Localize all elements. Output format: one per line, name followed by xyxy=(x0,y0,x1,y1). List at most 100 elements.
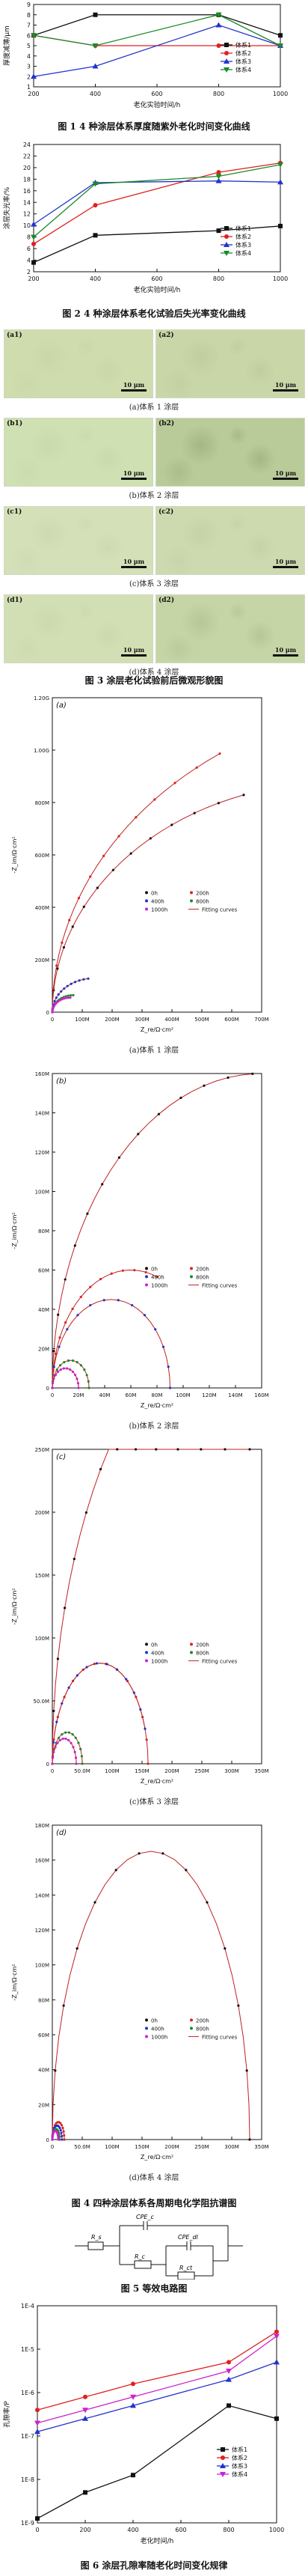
nyquist-subcaption: (b)体系 2 涂层 xyxy=(129,1422,179,1431)
impedance-point xyxy=(102,854,105,858)
impedance-point xyxy=(224,1947,227,1950)
data-point xyxy=(274,2359,280,2365)
impedance-point xyxy=(63,1361,66,1364)
x-tick-label: 600M xyxy=(224,1017,238,1023)
x-tick-label: 700M xyxy=(254,1017,268,1023)
impedance-point xyxy=(71,1307,74,1310)
y-tick-label: 40M xyxy=(38,1307,49,1313)
scale-bar-line xyxy=(121,389,147,392)
impedance-point xyxy=(89,1303,92,1307)
impedance-point xyxy=(114,1869,117,1872)
y-tick-label: 8 xyxy=(27,12,31,19)
legend-entry: 体系1 xyxy=(235,225,251,232)
impedance-point xyxy=(78,979,81,982)
x-tick-label: 400M xyxy=(164,1017,179,1023)
impedance-point xyxy=(58,1345,61,1348)
impedance-point xyxy=(81,1762,84,1765)
data-point xyxy=(216,170,221,175)
scale-bar: 10 μm xyxy=(121,646,147,657)
impedance-point xyxy=(67,1359,70,1362)
y-tick-label: 1E-7 xyxy=(21,2433,34,2440)
series-line xyxy=(37,2405,277,2519)
impedance-point xyxy=(70,993,73,997)
y-tick-label: 1.20G xyxy=(34,695,49,701)
y-tick-label: 20M xyxy=(38,2102,49,2108)
impedance-point xyxy=(69,1368,72,1371)
legend-marker xyxy=(190,1267,193,1270)
x-tick-label: 300M xyxy=(224,1768,238,1774)
micrograph-d1: (d1) 10 μm xyxy=(4,594,153,663)
y-tick-label: 22 xyxy=(23,153,31,159)
impedance-point xyxy=(74,1756,78,1759)
rct-label: R_ct xyxy=(179,2265,193,2271)
scale-bar-line xyxy=(121,566,147,568)
fig5-caption: 图 5 等效电路图 xyxy=(120,2283,188,2294)
x-tick-label: 400 xyxy=(127,2527,138,2533)
impedance-point xyxy=(67,1738,70,1742)
equivalent-circuit: R_s CPE_c R_c CPE_dl R_ct xyxy=(75,2214,243,2280)
impedance-point xyxy=(102,1299,105,1302)
data-point xyxy=(83,2394,87,2399)
impedance-point xyxy=(51,1756,55,1759)
micrograph-subcaption: (c)体系 3 涂层 xyxy=(129,580,179,588)
y-tick-label: 180M xyxy=(35,1823,49,1829)
nyquist-subcaption: (d)体系 4 涂层 xyxy=(129,2174,179,2182)
impedance-point xyxy=(139,1708,142,1711)
legend-entry: 400h xyxy=(151,1274,164,1280)
legend-marker xyxy=(224,58,230,64)
fig6-chart: 0 200 400 600 800 1000 1E-9 1E-8 1E-7 1E-6 1E-5 1E-… xyxy=(2,2303,284,2545)
impedance-point xyxy=(72,993,75,996)
x-tick-label: 0 xyxy=(51,1017,54,1023)
impedance-point xyxy=(62,1367,65,1370)
scale-bar-line xyxy=(273,389,298,392)
y-tick-label: 0 xyxy=(46,2137,49,2143)
fitting-curve xyxy=(52,794,244,1013)
data-point xyxy=(274,2333,280,2339)
impedance-point xyxy=(96,886,99,889)
legend-marker xyxy=(190,899,193,903)
impedance-point xyxy=(132,1691,135,1694)
y-tick-label: 100M xyxy=(35,1190,49,1196)
impedance-point xyxy=(224,1448,227,1451)
data-point xyxy=(131,2381,135,2387)
impedance-point xyxy=(79,1747,82,1751)
legend-fit-entry: Fitting curves xyxy=(202,907,238,913)
legend-entry: 800h xyxy=(196,898,209,904)
impedance-point xyxy=(147,1762,150,1765)
impedance-point xyxy=(117,835,120,838)
impedance-point xyxy=(56,1370,60,1373)
x-tick-label: 800 xyxy=(223,2527,234,2533)
scale-bar-line xyxy=(273,654,298,657)
impedance-point xyxy=(155,1275,158,1279)
panel-tag: (c) xyxy=(56,1453,66,1461)
data-point xyxy=(215,174,222,180)
legend-entry: 体系3 xyxy=(235,58,251,65)
y-tick-label: 1 xyxy=(27,84,31,91)
impedance-point xyxy=(51,2136,54,2139)
impedance-point xyxy=(61,2134,64,2138)
legend-marker xyxy=(224,43,229,47)
fitting-curve xyxy=(52,1299,170,1389)
legend-marker xyxy=(145,1267,148,1270)
data-point xyxy=(274,2416,279,2421)
impedance-point xyxy=(85,1374,88,1377)
series-line xyxy=(37,2361,277,2432)
legend-entry: 0h xyxy=(151,1642,158,1648)
impedance-point xyxy=(61,2138,64,2141)
nyquist-subcaption: (a)体系 1 涂层 xyxy=(129,1047,179,1055)
impedance-point xyxy=(73,1557,76,1561)
impedance-point xyxy=(56,1657,60,1660)
impedance-point xyxy=(71,925,74,928)
fitting-curve xyxy=(52,1359,90,1389)
impedance-point xyxy=(154,1328,157,1331)
legend-marker xyxy=(224,234,229,239)
impedance-point xyxy=(69,996,72,999)
impedance-point xyxy=(55,996,58,999)
data-point xyxy=(83,2490,87,2495)
x-tick-label: 150M xyxy=(135,1768,149,1774)
impedance-point xyxy=(61,998,64,1001)
impedance-point xyxy=(51,1011,54,1014)
impedance-point xyxy=(73,981,77,984)
y-axis-label: -Z_im/Ω·cm² xyxy=(11,836,18,873)
impedance-point xyxy=(58,2127,61,2130)
